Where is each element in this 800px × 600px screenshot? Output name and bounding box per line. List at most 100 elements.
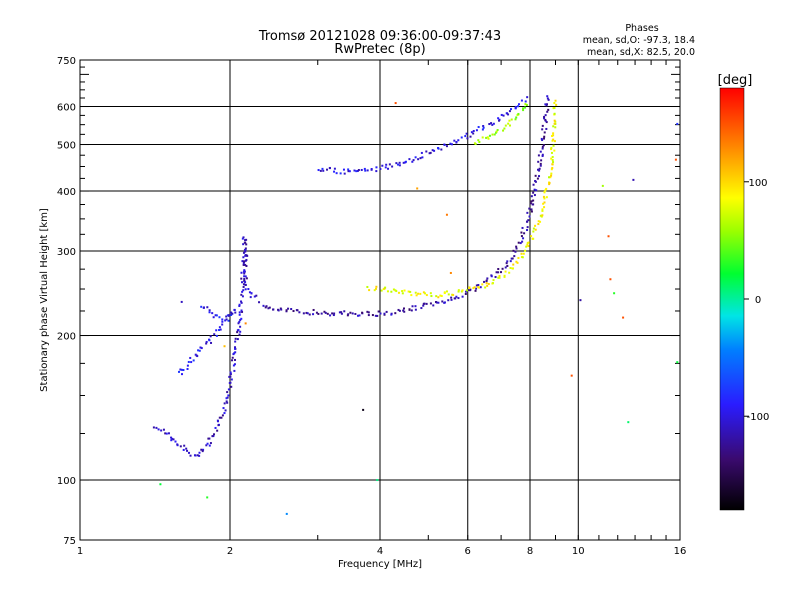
echo-point bbox=[508, 119, 511, 122]
echo-point bbox=[544, 118, 547, 121]
echo-point bbox=[238, 303, 241, 306]
echo-point bbox=[550, 146, 553, 149]
echo-point bbox=[524, 100, 527, 103]
echo-point bbox=[348, 170, 351, 173]
echo-point bbox=[321, 167, 324, 170]
echo-point bbox=[233, 346, 236, 349]
echo-point bbox=[189, 356, 192, 359]
echo-point bbox=[515, 245, 518, 248]
echo-point bbox=[375, 285, 378, 288]
echo-point bbox=[383, 312, 386, 315]
echo-point bbox=[497, 267, 500, 270]
echo-point bbox=[200, 448, 203, 451]
echo-point bbox=[209, 335, 212, 338]
echo-point bbox=[412, 159, 415, 162]
echo-point bbox=[543, 206, 546, 209]
echo-point bbox=[503, 274, 506, 277]
echo-point bbox=[548, 181, 551, 184]
echo-point bbox=[357, 169, 360, 172]
echo-point bbox=[332, 314, 335, 317]
echo-point bbox=[272, 308, 275, 311]
echo-point bbox=[497, 117, 500, 120]
echo-point bbox=[198, 451, 201, 454]
echo-point bbox=[466, 137, 469, 140]
echo-point bbox=[474, 289, 477, 292]
echo-point bbox=[542, 144, 545, 147]
echo-point bbox=[524, 106, 527, 109]
echo-point bbox=[488, 134, 491, 137]
echo-point bbox=[481, 283, 484, 286]
echo-point bbox=[186, 367, 189, 370]
echo-point bbox=[538, 169, 541, 172]
echo-point bbox=[414, 305, 417, 308]
echo-point bbox=[208, 309, 211, 312]
echo-point bbox=[226, 401, 229, 404]
echo-point bbox=[538, 167, 541, 170]
echo-point bbox=[390, 290, 393, 293]
echo-point bbox=[485, 282, 488, 285]
echo-point bbox=[676, 122, 679, 125]
y-tick-label: 600 bbox=[57, 103, 76, 114]
echo-point bbox=[285, 310, 288, 313]
echo-point bbox=[250, 292, 253, 295]
grid-lines bbox=[80, 60, 680, 540]
echo-point bbox=[317, 312, 320, 315]
echo-point bbox=[532, 237, 535, 240]
echo-point bbox=[551, 163, 554, 166]
echo-point bbox=[225, 397, 228, 400]
echo-point bbox=[349, 311, 352, 314]
echo-point bbox=[430, 295, 433, 298]
echo-point bbox=[213, 433, 216, 436]
echo-point bbox=[539, 220, 542, 223]
echo-point bbox=[514, 107, 517, 110]
echo-point bbox=[375, 166, 378, 169]
echo-point bbox=[467, 288, 470, 291]
echo-point bbox=[298, 311, 301, 314]
echo-point bbox=[552, 132, 555, 135]
echo-point bbox=[437, 147, 440, 150]
echo-point bbox=[238, 313, 241, 316]
echo-point bbox=[215, 314, 218, 317]
echo-point bbox=[522, 252, 525, 255]
echo-point bbox=[553, 119, 556, 122]
echo-point bbox=[315, 311, 318, 314]
echo-point bbox=[539, 150, 542, 153]
echo-point bbox=[230, 311, 233, 314]
echo-point bbox=[469, 288, 472, 291]
echo-point bbox=[551, 166, 554, 169]
x-axis-label: Frequency [MHz] bbox=[338, 559, 422, 570]
echo-point bbox=[509, 260, 512, 263]
echo-point bbox=[375, 170, 378, 173]
echo-point bbox=[208, 311, 211, 314]
x-tick-label: 6 bbox=[465, 546, 471, 557]
echo-point bbox=[394, 289, 397, 292]
echo-point bbox=[238, 311, 241, 314]
echo-point bbox=[498, 118, 501, 121]
echo-point bbox=[422, 304, 425, 307]
echo-point bbox=[343, 172, 346, 175]
echo-point bbox=[526, 96, 529, 99]
echo-point bbox=[209, 442, 212, 445]
colorbar-label: [deg] bbox=[718, 73, 753, 88]
echo-point bbox=[206, 496, 209, 499]
echo-point bbox=[464, 135, 467, 138]
echo-point bbox=[223, 402, 226, 405]
echo-point bbox=[570, 374, 573, 377]
echo-point bbox=[227, 388, 230, 391]
echo-point bbox=[239, 325, 242, 328]
echo-point bbox=[172, 438, 175, 441]
chart-title: Tromsø 20121028 09:36:00-09:37:43 bbox=[258, 29, 501, 44]
echo-point bbox=[550, 151, 553, 154]
y-tick-label: 75 bbox=[63, 536, 76, 547]
echo-point bbox=[534, 224, 537, 227]
echo-point bbox=[555, 103, 558, 106]
echo-point bbox=[483, 280, 486, 283]
echo-point bbox=[244, 263, 247, 266]
echo-point bbox=[530, 200, 533, 203]
echo-point bbox=[508, 124, 511, 127]
echo-point bbox=[550, 157, 553, 160]
echo-point bbox=[333, 170, 336, 173]
echo-point bbox=[404, 161, 407, 164]
echo-point bbox=[541, 214, 544, 217]
echo-point bbox=[177, 370, 180, 373]
